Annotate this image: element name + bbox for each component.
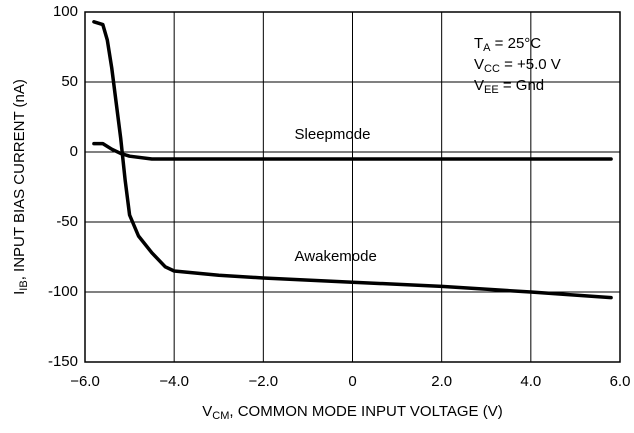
annotation-rest: = +5.0 V: [500, 56, 561, 73]
x-axis-label: VCM, COMMON MODE INPUT VOLTAGE (V): [202, 403, 502, 422]
y-tick-label: 100: [53, 3, 78, 20]
series-label: Sleepmode: [295, 126, 371, 143]
y-axis-label-main: I: [11, 291, 28, 295]
annotation-rest: = Gnd: [499, 77, 544, 94]
y-axis-label: IIB, INPUT BIAS CURRENT (nA): [11, 79, 30, 295]
annotation-sub: A: [483, 42, 491, 54]
annotation-rest: = 25°C: [491, 35, 542, 52]
x-tick-label: −6.0: [70, 373, 100, 390]
annotation-sub: CC: [484, 63, 500, 75]
series-label: Awakemode: [295, 248, 377, 265]
y-tick-label: -100: [48, 283, 78, 300]
x-axis-label-sub: CM: [212, 410, 229, 422]
x-tick-label: 4.0: [520, 373, 541, 390]
annotation: VEE = Gnd: [474, 77, 544, 96]
annotation: TA = 25°C: [474, 35, 541, 54]
x-axis-label-main: V: [202, 403, 212, 420]
x-axis-label-rest: , COMMON MODE INPUT VOLTAGE (V): [229, 403, 502, 420]
y-tick-label: 0: [70, 143, 78, 160]
y-axis-label-rest: , INPUT BIAS CURRENT (nA): [11, 79, 28, 280]
annotation: VCC = +5.0 V: [474, 56, 561, 75]
annotation-main: V: [474, 56, 484, 73]
x-tick-label: 0: [348, 373, 356, 390]
x-tick-label: 6.0: [610, 373, 631, 390]
y-axis-label-sub: IB: [18, 280, 30, 290]
annotation-main: T: [474, 35, 483, 52]
annotation-main: V: [474, 77, 484, 94]
x-tick-label: 2.0: [431, 373, 452, 390]
x-tick-label: −4.0: [159, 373, 189, 390]
series-line: [92, 20, 613, 300]
y-tick-label: -150: [48, 353, 78, 370]
y-tick-label: 50: [61, 73, 78, 90]
series-line: [92, 141, 613, 161]
y-tick-label: -50: [56, 213, 78, 230]
annotation-sub: EE: [484, 84, 499, 96]
x-tick-label: −2.0: [249, 373, 279, 390]
